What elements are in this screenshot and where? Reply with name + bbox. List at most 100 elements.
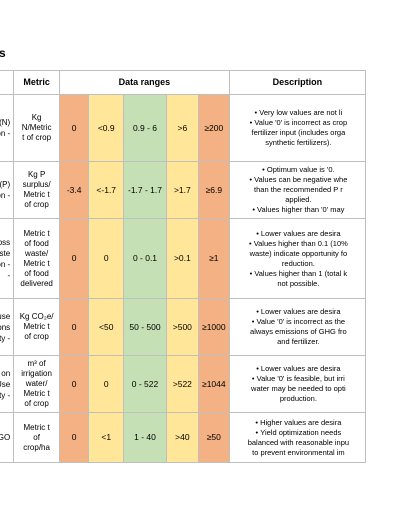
range-cell: ≥1044 bbox=[197, 355, 230, 413]
range-cell: 0.9 - 6 bbox=[123, 94, 167, 162]
range-cell: ≥6.9 bbox=[197, 161, 230, 219]
metric-cell: Metric t of crop/ha bbox=[13, 412, 61, 463]
indicator-line: ion - bbox=[0, 129, 11, 138]
description-line: applied. bbox=[285, 195, 312, 204]
metric-line: Metric t bbox=[23, 389, 50, 398]
indicator-cell: ossasteion -- bbox=[0, 218, 15, 299]
description-cell: Lower values are desiraValue '0' is feas… bbox=[228, 355, 367, 413]
description-bullet: Very low values are not li bbox=[232, 108, 365, 118]
range-cell: <-1.7 bbox=[88, 161, 125, 219]
indicator-line: ion - bbox=[0, 259, 11, 269]
description-cell: Lower values are desiraValues higher tha… bbox=[228, 218, 367, 299]
metric-line: surplus/ bbox=[22, 180, 51, 189]
range-cell: 0 - 522 bbox=[123, 355, 167, 413]
metric-line: t of crop bbox=[22, 133, 52, 142]
metric-line: waste/ bbox=[25, 248, 49, 258]
description-cell: Optimum value is '0.Values can be negati… bbox=[228, 161, 367, 219]
metric-cell: m³ of irrigation water/Metric t of crop bbox=[13, 355, 61, 413]
description-line: water may be needed to opti bbox=[251, 384, 346, 393]
metric-cell: Metric t of food waste/Metric t of food deli… bbox=[13, 218, 61, 299]
description-line: to prevent environmental im bbox=[252, 447, 345, 457]
range-cell: ≥1 bbox=[197, 218, 230, 299]
indicator-cell: GO bbox=[0, 412, 15, 463]
description-line: fertilizer input (includes orga bbox=[251, 128, 346, 137]
metric-line: Metric t bbox=[23, 190, 50, 199]
range-cell: ≥200 bbox=[197, 94, 230, 162]
description-line: than the recommended P r bbox=[254, 185, 343, 194]
range-cell: 0 bbox=[59, 298, 90, 356]
metric-line: Metric t bbox=[23, 322, 50, 331]
description-line: and fertilizer. bbox=[277, 337, 320, 346]
description-line: production. bbox=[279, 394, 317, 403]
metric-line: delivered bbox=[20, 278, 53, 288]
description-bullet: Value '0' is incorrect as the bbox=[232, 317, 365, 327]
indicator-cell: onUsety - bbox=[0, 355, 15, 413]
range-cell: >6 bbox=[165, 94, 199, 162]
description-line: reduction. bbox=[281, 258, 315, 268]
description-line: waste) indicate opportunity fo bbox=[249, 248, 348, 258]
indicator-line: r (N) bbox=[0, 118, 11, 127]
metric-line: Metric t bbox=[23, 228, 50, 238]
range-cell: >1.7 bbox=[165, 161, 199, 219]
description-header: Description bbox=[228, 70, 367, 95]
description-cell: Very low values are not liValue '0' is i… bbox=[228, 94, 367, 162]
metric-line: N/Metric bbox=[21, 123, 52, 132]
indicator-line: aste bbox=[0, 248, 11, 258]
indicator-line: ty - bbox=[0, 390, 11, 400]
metric-line: crop/ha bbox=[23, 442, 50, 452]
indicator-line: oss bbox=[0, 237, 11, 247]
range-cell: >0.1 bbox=[165, 218, 199, 299]
header-row: Metric Data ranges Description bbox=[0, 70, 367, 95]
metric-line: water/ bbox=[25, 379, 48, 388]
range-cell: 0 bbox=[59, 412, 90, 463]
metric-line: of bbox=[33, 432, 40, 442]
range-cell: -1.7 - 1.7 bbox=[123, 161, 167, 219]
indicator-line: ion - bbox=[0, 191, 11, 200]
range-cell: >522 bbox=[165, 355, 199, 413]
description-bullet: Lower values are desira bbox=[232, 307, 365, 317]
description-bullet: Values can be negative whe bbox=[232, 175, 365, 185]
range-cell: -3.4 bbox=[59, 161, 90, 219]
description-line: balanced with reasonable inpu bbox=[247, 437, 350, 447]
metric-line: Kg CO₂e/ bbox=[19, 312, 54, 321]
metric-cell: Kg N/Metric t of crop bbox=[13, 94, 61, 162]
section-heading: s bbox=[0, 46, 6, 60]
description-bullet: Optimum value is '0. bbox=[232, 165, 365, 175]
metric-line: Metric t bbox=[23, 258, 50, 268]
metric-line: Kg P bbox=[27, 170, 46, 179]
range-cell: <0.9 bbox=[88, 94, 125, 162]
indicator-line: on bbox=[1, 368, 11, 378]
range-cell: 0 bbox=[59, 94, 90, 162]
description-bullet: Lower values are desira bbox=[232, 364, 365, 374]
description-line: always emissions of GHG fro bbox=[250, 327, 347, 336]
indicator-line: ty - bbox=[0, 333, 11, 343]
indicator-cell: rer (P) ion - bbox=[0, 161, 15, 219]
range-cell: <1 bbox=[88, 412, 125, 463]
indicator-line: - bbox=[7, 270, 11, 280]
range-cell: 1 - 40 bbox=[123, 412, 167, 463]
description-cell: Higher values are desiraYield optimizati… bbox=[228, 412, 367, 463]
indicator-line: ouse bbox=[0, 311, 11, 321]
indicator-table: Metric Data ranges Description r (N) ion … bbox=[0, 70, 367, 463]
range-cell: >500 bbox=[165, 298, 199, 356]
indicator-line: rer (P) bbox=[0, 180, 11, 189]
range-cell: 50 - 500 bbox=[123, 298, 167, 356]
metric-line: of crop bbox=[24, 332, 49, 341]
description-bullet: Lower values are desira bbox=[232, 229, 365, 239]
metric-line: of crop bbox=[24, 399, 49, 408]
description-bullet: Values higher than 0.1 (10% bbox=[232, 239, 365, 249]
range-cell: 0 bbox=[88, 218, 125, 299]
description-bullet: Value '0' is incorrect as crop bbox=[232, 118, 365, 128]
description-line: not possible. bbox=[277, 278, 320, 288]
indicator-cell: ouseonsty - bbox=[0, 298, 15, 356]
metric-line: irrigation bbox=[21, 369, 52, 378]
table-row: ouseonsty -Kg CO₂e/Metric tof crop0<5050… bbox=[0, 298, 367, 356]
metric-line: of food bbox=[24, 268, 49, 278]
range-cell: ≥50 bbox=[197, 412, 230, 463]
range-cell: ≥1000 bbox=[197, 298, 230, 356]
description-bullet: Values higher than 1 (total k bbox=[232, 269, 365, 279]
